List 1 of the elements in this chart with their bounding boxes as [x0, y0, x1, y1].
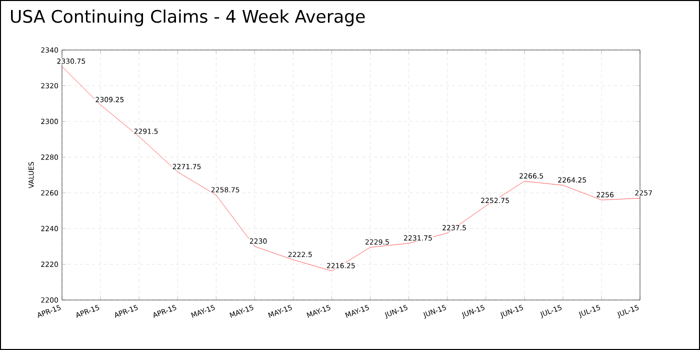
chart-title: USA Continuing Claims - 4 Week Average — [11, 10, 365, 26]
